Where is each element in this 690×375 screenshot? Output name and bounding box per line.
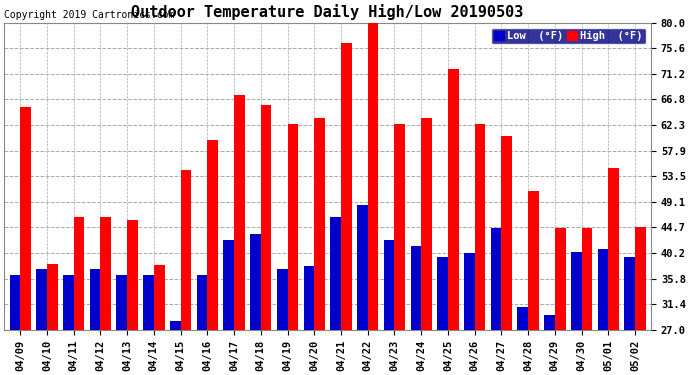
Bar	[144, 275, 154, 330]
Bar	[475, 123, 485, 330]
Bar	[448, 69, 459, 330]
Bar	[624, 257, 635, 330]
Bar	[609, 168, 619, 330]
Bar	[582, 228, 592, 330]
Bar	[357, 205, 368, 330]
Bar	[421, 118, 432, 330]
Bar	[127, 220, 138, 330]
Bar	[288, 124, 298, 330]
Bar	[74, 217, 84, 330]
Bar	[207, 140, 218, 330]
Bar	[154, 265, 165, 330]
Title: Outdoor Temperature Daily High/Low 20190503: Outdoor Temperature Daily High/Low 20190…	[132, 4, 524, 20]
Bar	[384, 240, 395, 330]
Bar	[197, 275, 207, 330]
Legend: Low  (°F), High  (°F): Low (°F), High (°F)	[491, 28, 646, 44]
Bar	[598, 249, 609, 330]
Bar	[528, 191, 539, 330]
Bar	[518, 307, 528, 330]
Bar	[101, 217, 111, 330]
Bar	[250, 234, 261, 330]
Bar	[571, 252, 582, 330]
Bar	[314, 118, 325, 330]
Bar	[341, 43, 352, 330]
Bar	[555, 228, 566, 330]
Bar	[47, 264, 58, 330]
Text: Copyright 2019 Cartronics.com: Copyright 2019 Cartronics.com	[4, 10, 175, 20]
Bar	[20, 107, 31, 330]
Bar	[261, 105, 271, 330]
Bar	[181, 171, 191, 330]
Bar	[368, 22, 378, 330]
Bar	[63, 275, 74, 330]
Bar	[464, 254, 475, 330]
Bar	[224, 240, 234, 330]
Bar	[544, 315, 555, 330]
Bar	[491, 228, 502, 330]
Bar	[437, 257, 448, 330]
Bar	[90, 269, 101, 330]
Bar	[37, 269, 47, 330]
Bar	[234, 95, 245, 330]
Bar	[502, 136, 512, 330]
Bar	[10, 275, 20, 330]
Bar	[277, 269, 288, 330]
Bar	[170, 321, 181, 330]
Bar	[117, 275, 127, 330]
Bar	[395, 124, 405, 330]
Bar	[635, 227, 646, 330]
Bar	[411, 246, 421, 330]
Bar	[331, 217, 341, 330]
Bar	[304, 266, 314, 330]
